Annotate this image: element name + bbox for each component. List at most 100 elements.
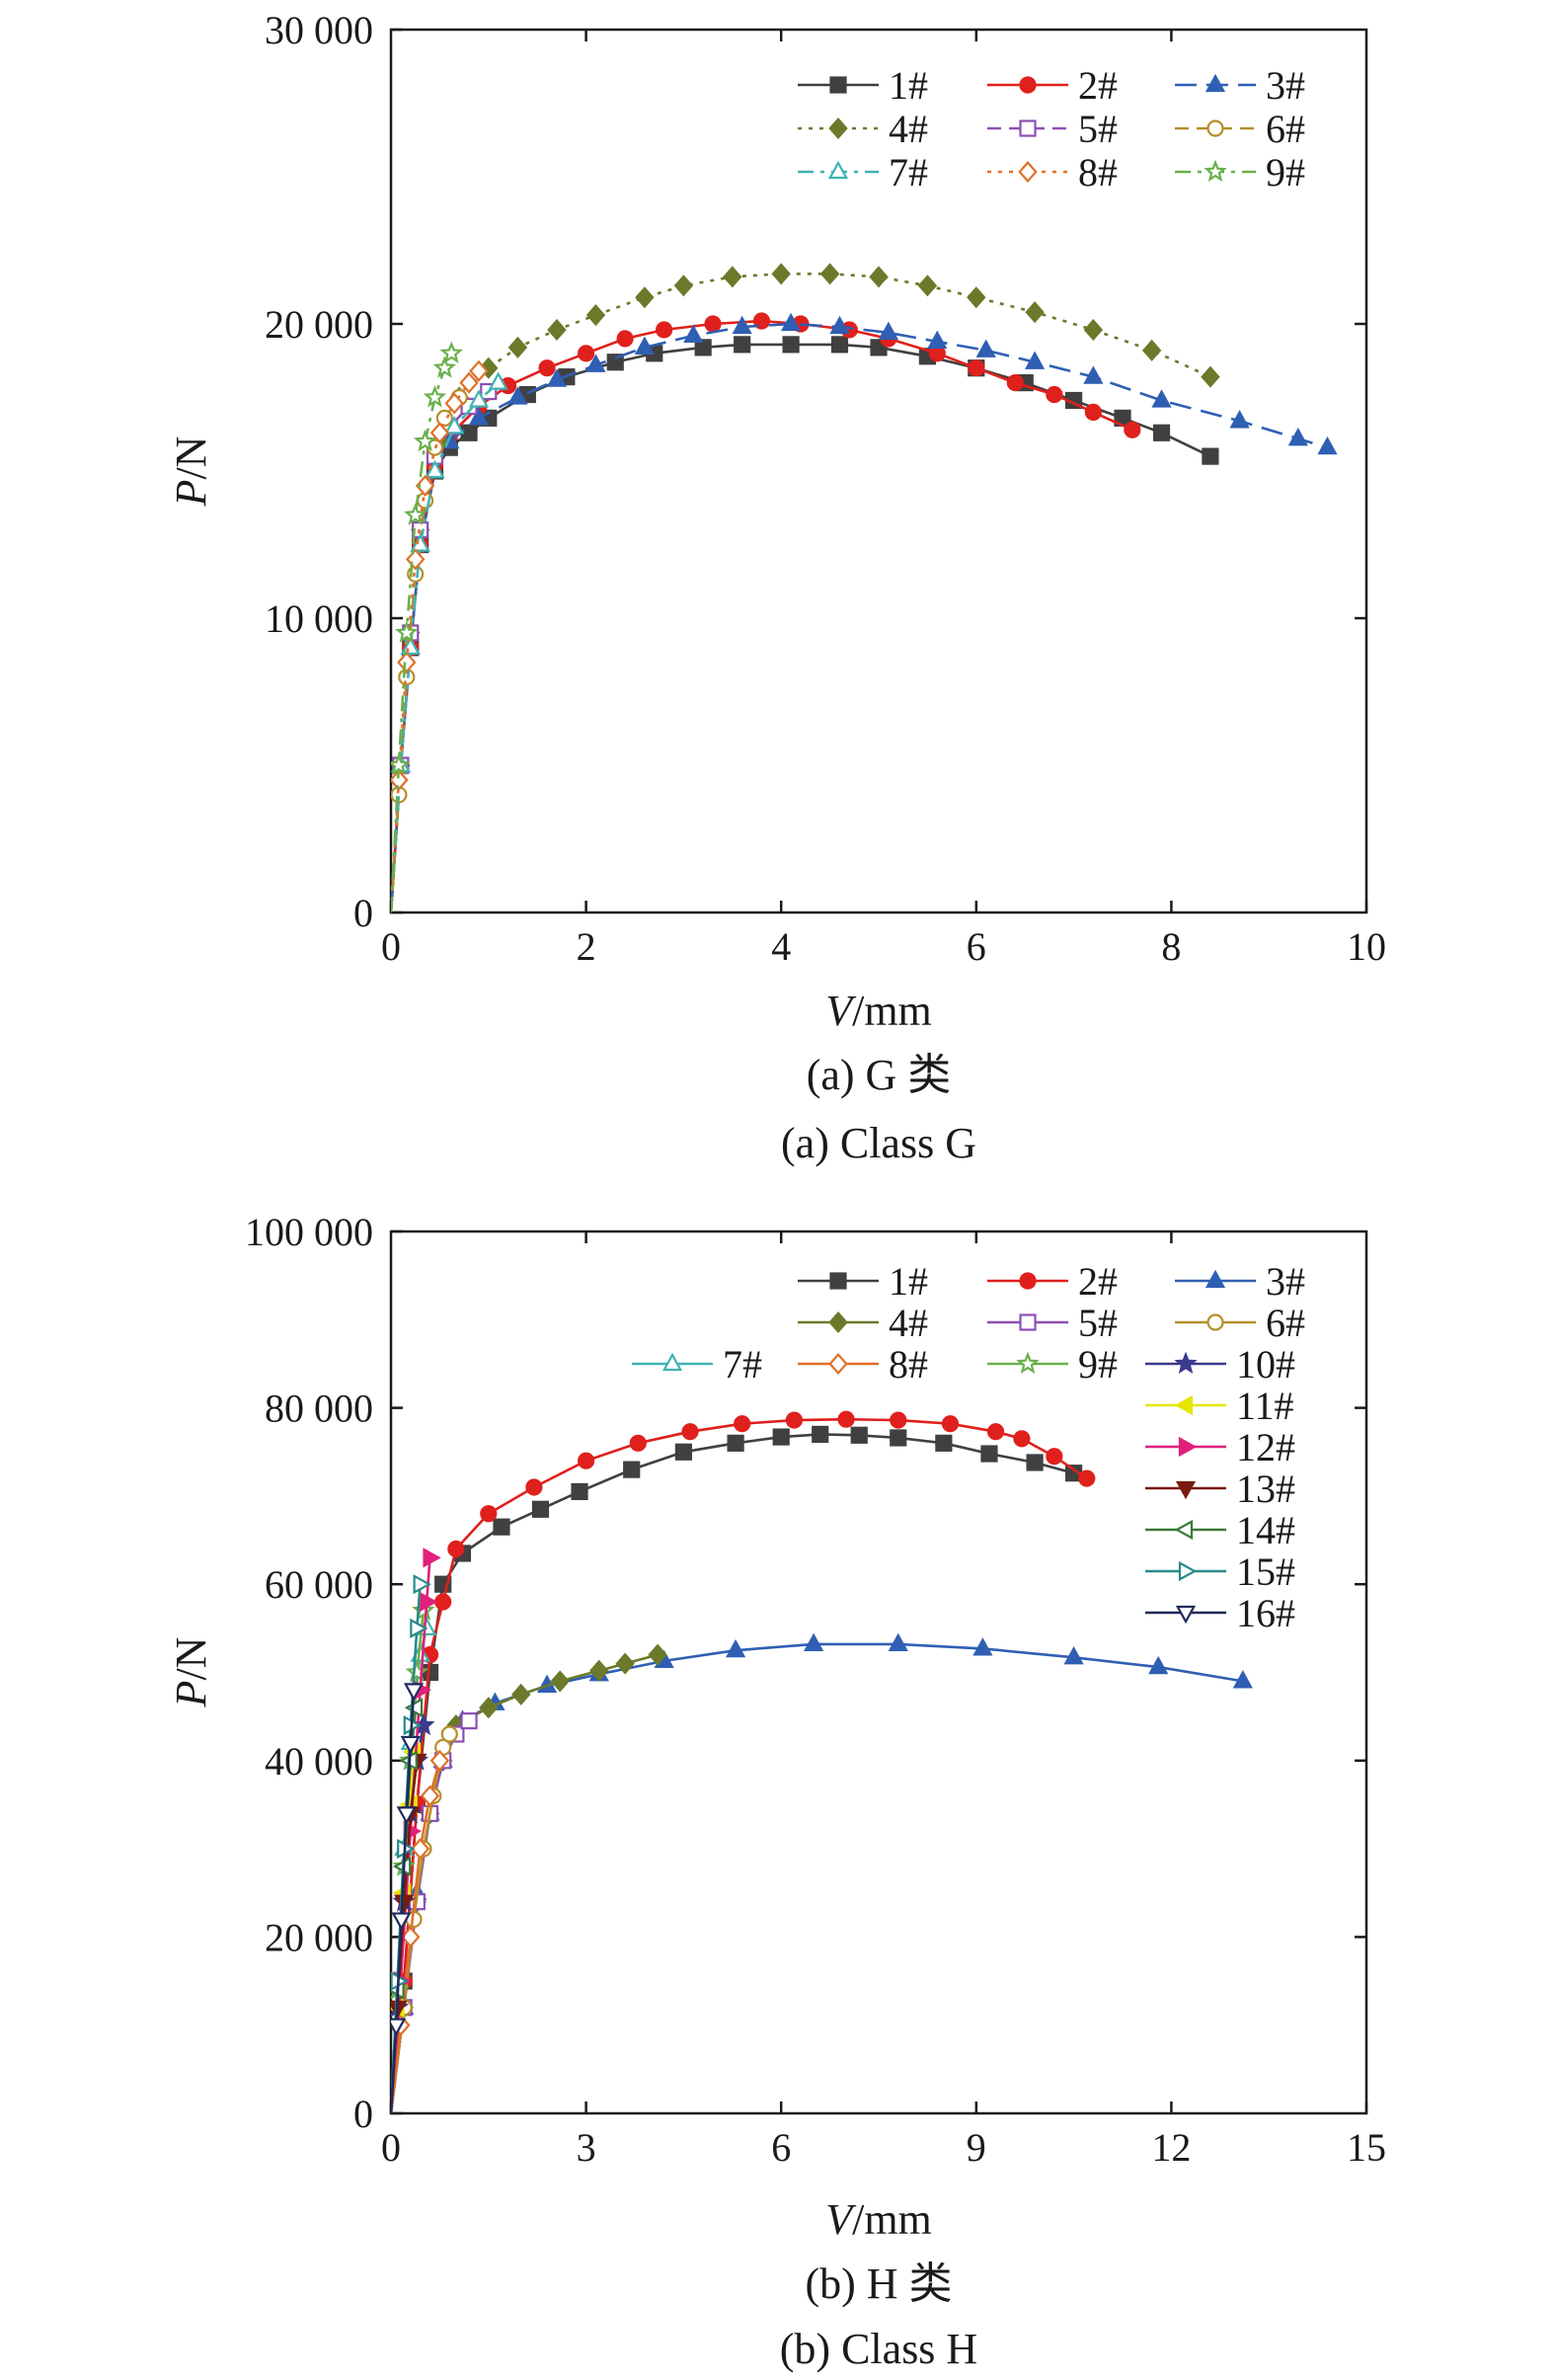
data-point-9 [405,1660,429,1683]
legend-marker-1 [829,1272,847,1290]
legend-item-16: 16# [1145,1591,1295,1635]
legend-item-3: 3# [1175,1259,1305,1304]
data-point-4 [1141,339,1162,361]
legend-b: 1# 2# 3# 4# 5# 6# 7# 8# 9# 10#11#12#13#14#15#16# [632,1259,1305,1635]
y-tick-label: 60 000 [265,1562,373,1607]
legend-item-10: 10# [1145,1342,1295,1387]
data-point-1 [980,1445,998,1463]
x-tick-label: 6 [967,924,986,969]
data-point-9 [412,1598,435,1622]
data-point-1 [1202,447,1219,465]
data-point-3 [725,1638,746,1658]
legend-label: 9# [1266,150,1305,195]
x-tick-label: 10 [1347,924,1386,969]
data-point-8 [429,1749,450,1772]
data-point-2 [681,1423,699,1441]
plot-frame-a [389,28,1368,914]
data-point-9 [395,620,419,643]
series-line-1 [391,343,1211,912]
data-point-4 [589,1659,609,1682]
legend-item-8: 8# [987,150,1118,195]
series-line-1 [391,1433,1074,2113]
series-8 [391,1749,450,2113]
data-point-7 [488,371,508,390]
data-point-8 [429,422,450,444]
data-point-3 [732,315,752,335]
legend-item-5: 5# [987,1301,1118,1345]
series-line-3 [391,322,1328,912]
data-point-4 [615,1652,635,1675]
data-point-3 [1024,351,1046,369]
data-point-2 [890,1411,907,1429]
legend-marker-2 [1019,1272,1037,1290]
x-tick-label: 6 [771,2125,791,2170]
x-tick-label: 8 [1161,924,1181,969]
data-point-1 [890,1429,907,1447]
data-point-1 [830,336,849,354]
legend-label: 7# [723,1342,762,1387]
data-point-16 [391,1912,412,1931]
x-axis-label-a: V/mm [825,987,932,1035]
data-point-2 [734,1415,751,1433]
legend-item-9: 9# [1175,150,1305,195]
data-point-1 [935,1434,953,1452]
series-1 [391,336,1219,912]
data-point-1 [782,336,800,354]
data-point-4 [479,1697,499,1719]
legend-label: 14# [1236,1508,1295,1552]
legend-label: 13# [1236,1467,1295,1511]
data-point-9 [423,385,447,408]
data-point-3 [683,324,704,344]
legend-marker-13 [1175,1480,1197,1500]
data-point-4 [771,263,791,285]
data-point-4 [507,336,528,358]
legend-a: 1# 2# 3# 4# 5# 6# 7# 8# 9# [798,63,1305,195]
y-tick-label: 0 [353,891,373,935]
data-point-2 [1006,374,1024,392]
legend-item-5: 5# [987,107,1118,151]
data-point-2 [1013,1430,1031,1448]
legend-label: 4# [889,1301,928,1345]
data-point-3 [507,386,528,405]
data-point-4 [550,1670,570,1693]
data-point-2 [785,1411,803,1429]
data-point-4 [1025,301,1045,324]
legend-item-14: 14# [1145,1508,1295,1552]
legend-marker-8 [828,1352,848,1376]
data-point-3 [780,312,802,332]
legend-marker-9 [1204,159,1227,183]
data-point-4 [511,1683,531,1706]
y-tick-label: 0 [353,2092,373,2136]
legend-label: 1# [889,1259,928,1304]
series-3 [391,312,1338,912]
data-point-3 [546,368,568,387]
data-point-2 [837,1410,855,1428]
data-point-4 [547,318,567,342]
data-point-1 [734,336,751,354]
data-point-4 [635,286,655,309]
data-point-12 [423,1547,441,1568]
legend-label: 1# [889,63,928,108]
legend-item-6: 6# [1175,1301,1305,1345]
series-line-6 [391,396,461,912]
data-point-9 [413,429,437,452]
legend-label: 2# [1078,63,1118,108]
data-point-1 [850,1426,868,1444]
chart-panel-a: 0 2 4 6 8 10 0 10 000 20 000 30 000 1# 2# 3# 4# 5# 6# 7… [167,8,1386,1167]
plot-frame-b [389,1230,1368,2115]
legend-label: 11# [1236,1384,1294,1428]
legend-marker-7 [661,1352,683,1372]
data-point-5 [460,1712,478,1730]
data-point-4 [1083,318,1104,342]
data-point-3 [1287,427,1308,446]
legend-marker-4 [828,1310,848,1334]
data-point-2 [616,330,634,348]
legend-item-4: 4# [798,107,928,151]
data-point-1 [571,1482,588,1501]
legend-marker-12 [1178,1436,1198,1458]
data-point-2 [447,1540,465,1558]
x-axis-label-b: V/mm [825,2195,932,2244]
data-point-1 [1026,1454,1044,1471]
legend-marker-3 [1205,73,1226,93]
legend-marker-1 [829,76,847,94]
